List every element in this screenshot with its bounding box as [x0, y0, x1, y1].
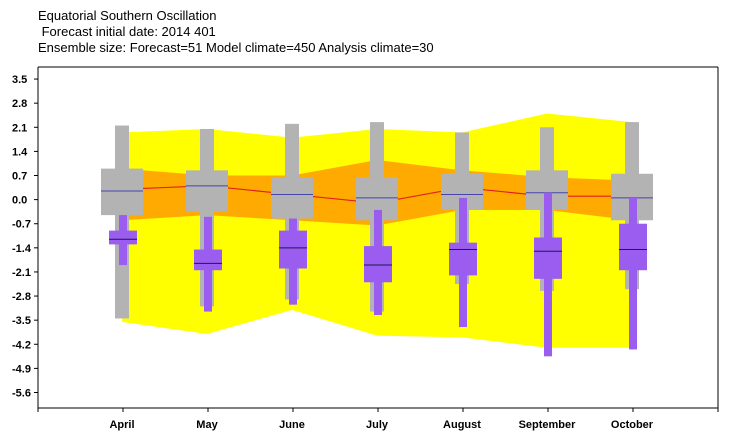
y-tick-label: 3.5	[12, 74, 27, 86]
chart-title: Equatorial Southern Oscillation	[38, 8, 217, 23]
x-tick-label: May	[196, 419, 218, 431]
x-tick-label: October	[611, 419, 654, 431]
x-tick-label: June	[279, 419, 305, 431]
x-tick-label: April	[109, 419, 134, 431]
y-tick-label: -4.9	[12, 363, 31, 375]
y-tick-label: 1.4	[12, 146, 28, 158]
forecast-box	[279, 230, 307, 269]
x-tick-label: September	[519, 419, 577, 431]
y-tick-label: -3.5	[12, 315, 31, 327]
forecast-box	[619, 223, 647, 271]
forecast-whisker	[629, 197, 637, 350]
y-tick-label: -5.6	[12, 388, 31, 400]
y-tick-label: 0.7	[12, 171, 27, 183]
y-tick-label: -0.7	[12, 219, 31, 231]
y-tick-label: -2.1	[12, 267, 31, 279]
chart-titles: Equatorial Southern Oscillation Forecast…	[38, 8, 434, 56]
y-tick-label: 0.0	[12, 195, 27, 207]
y-tick-label: -1.4	[12, 243, 32, 255]
forecast-box	[364, 246, 392, 283]
model-climate-box	[271, 177, 313, 219]
x-tick-label: July	[366, 419, 389, 431]
forecast-box	[194, 249, 222, 271]
y-tick-label: 2.8	[12, 98, 27, 110]
x-tick-label: August	[443, 419, 481, 431]
forecast-date-subtitle: Forecast initial date: 2014 401	[38, 24, 216, 39]
y-tick-label: -2.8	[12, 291, 31, 303]
y-tick-label: -4.2	[12, 339, 31, 351]
model-climate-box	[101, 168, 143, 216]
forecast-box	[534, 237, 562, 279]
ensemble-size-subtitle: Ensemble size: Forecast=51 Model climate…	[38, 40, 434, 55]
model-climate-box	[186, 170, 228, 212]
forecast-box	[109, 230, 137, 245]
forecast-box	[449, 242, 477, 276]
y-tick-label: 2.1	[12, 122, 27, 134]
